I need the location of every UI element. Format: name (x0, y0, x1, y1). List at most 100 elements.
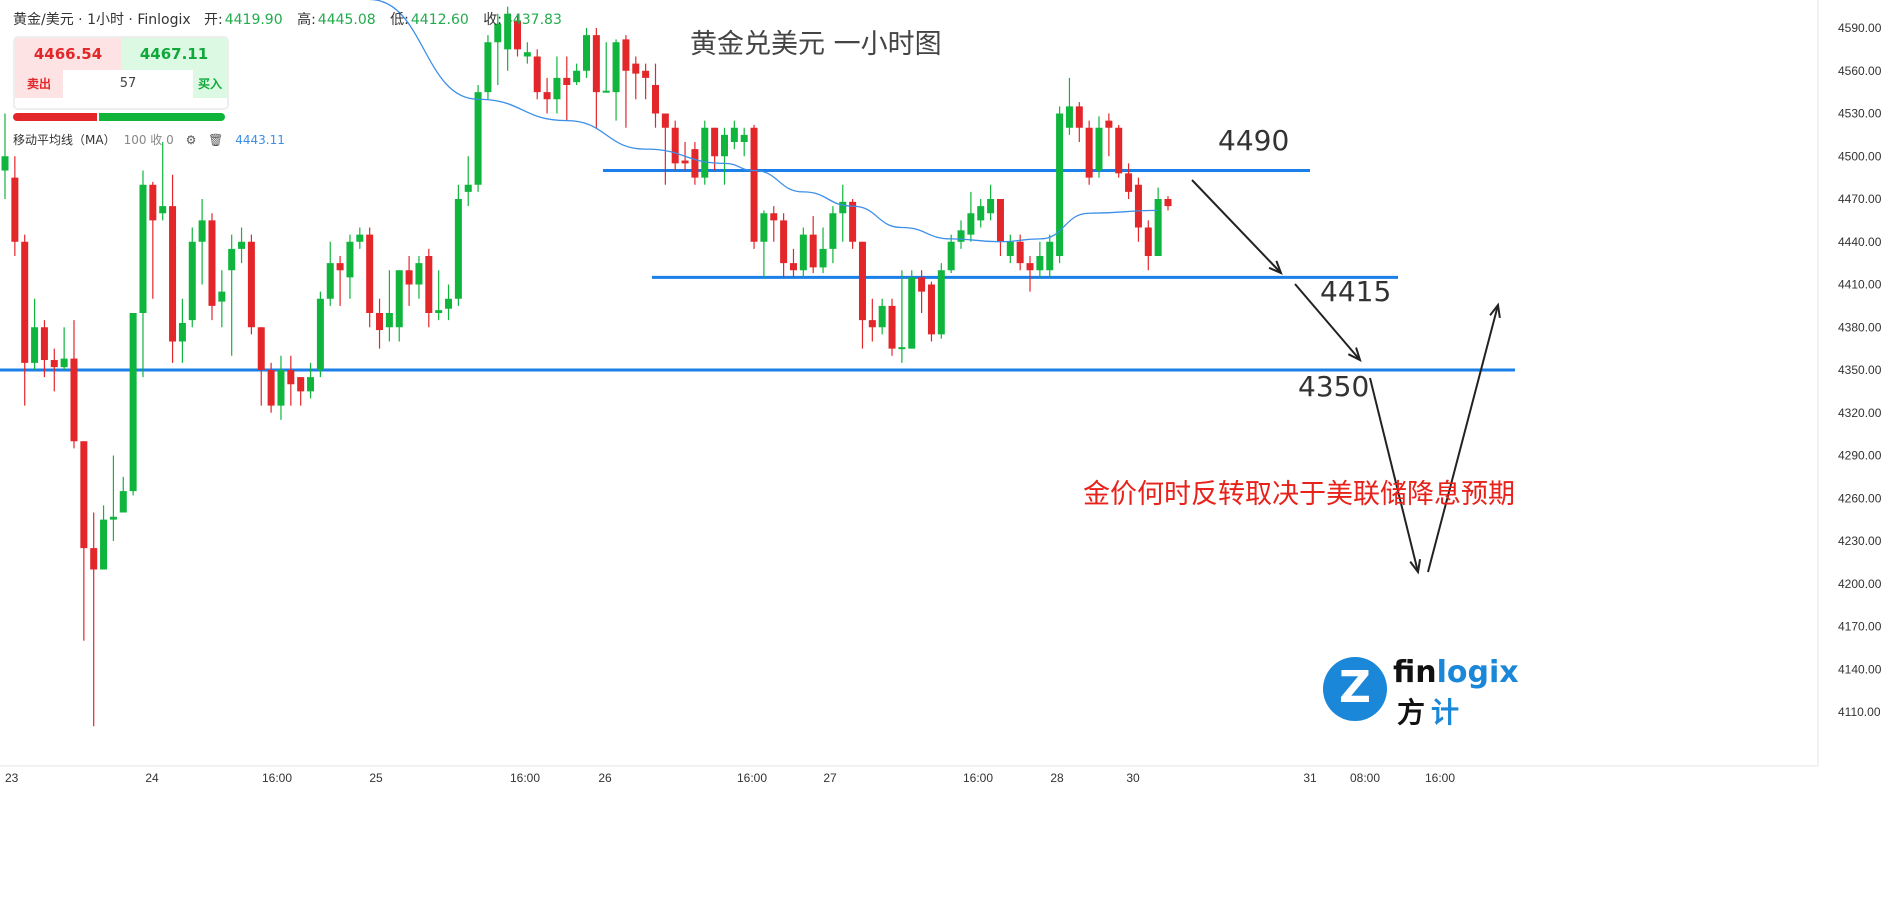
candle-up (484, 42, 492, 93)
x-tick-label: 23 (5, 771, 19, 785)
high-value: 4445.08 (317, 12, 376, 28)
candle-up (583, 35, 590, 71)
spread-value: 57 (119, 76, 137, 91)
candle-up (602, 90, 610, 93)
candle-down (691, 149, 699, 178)
chart-title: 黄金兑美元 一小时图 (690, 29, 942, 60)
candle-down (858, 241, 866, 321)
candle-up (435, 310, 443, 313)
candle-down (297, 377, 305, 392)
candle-up (60, 358, 68, 368)
y-tick-label: 4560.00 (1838, 64, 1882, 78)
low-value: 4412.60 (410, 12, 469, 28)
x-tick-label: 16:00 (737, 771, 767, 785)
candle-down (1085, 127, 1093, 178)
candle-down (247, 241, 255, 328)
y-tick-label: 4380.00 (1838, 320, 1882, 334)
trend-arrow (1191, 179, 1282, 274)
buy-price-button[interactable]: 4467.11 (121, 38, 227, 70)
gear-icon[interactable]: ⚙ (185, 133, 197, 147)
candle-up (356, 234, 364, 242)
candle-down (1115, 127, 1123, 174)
open-label: 开: (204, 12, 223, 28)
candle-down (671, 127, 679, 164)
candle-down (21, 241, 29, 363)
close-value: 4437.83 (503, 12, 562, 28)
candle-down (1144, 227, 1152, 256)
candle-down (208, 220, 216, 306)
candle-down (849, 201, 857, 242)
trend-arrow (1294, 283, 1361, 361)
candle-down (927, 284, 935, 335)
symbol-header: 黄金/美元 · 1小时 · Finlogix 开: 4419.90 高: 4445.… (13, 9, 572, 29)
candle-up (129, 313, 137, 492)
candle-down (366, 234, 374, 313)
candle-up (346, 241, 354, 278)
ma-line (369, 0, 1159, 243)
candle-down (632, 63, 640, 74)
x-tick-label: 25 (369, 771, 383, 785)
candle-up (740, 134, 748, 142)
trash-icon[interactable]: 🗑 (208, 133, 224, 147)
y-tick-label: 4350.00 (1838, 363, 1882, 377)
candle-down (888, 305, 896, 349)
level-label-4350: 4350 (1298, 370, 1370, 403)
candle-up (395, 270, 403, 328)
symbol-name[interactable]: 黄金/美元 · 1小时 · Finlogix (13, 12, 191, 28)
candle-up (553, 77, 561, 100)
y-tick-label: 4230.00 (1838, 534, 1882, 548)
candle-up (415, 263, 423, 285)
candle-down (169, 206, 177, 342)
arrow-head-icon (1347, 347, 1362, 362)
candle-up (307, 377, 315, 392)
x-tick-label: 08:00 (1350, 771, 1380, 785)
candle-down (711, 127, 719, 157)
y-tick-label: 4200.00 (1838, 577, 1882, 591)
candle-down (514, 20, 522, 50)
candle-down (1075, 106, 1083, 128)
x-tick-label: 28 (1050, 771, 1064, 785)
sell-button[interactable]: 卖出 (15, 70, 63, 98)
finlogix-logo: Z finlogix 方计 (1323, 655, 1519, 735)
candle-up (218, 291, 226, 302)
sell-price-button[interactable]: 4466.54 (15, 38, 121, 70)
candle-up (701, 127, 709, 178)
candle-up (573, 70, 581, 83)
candle-up (908, 277, 916, 349)
close-label: 收: (483, 12, 502, 28)
arrow-head-icon (1409, 559, 1422, 575)
candle-up (730, 127, 738, 142)
candle-up (612, 42, 620, 93)
trend-arrow (1427, 304, 1499, 573)
candle-down (1026, 263, 1034, 271)
candle-down (651, 85, 659, 114)
candle-down (405, 270, 413, 285)
candle-up (474, 92, 482, 185)
candle-up (1065, 106, 1073, 128)
candle-up (799, 234, 807, 271)
candle-up (987, 199, 995, 214)
candle-down (90, 548, 98, 570)
arrow-head-icon (1489, 302, 1501, 319)
candle-down (257, 327, 265, 370)
candle-up (228, 248, 236, 271)
x-tick-label: 16:00 (510, 771, 540, 785)
trend-arrow (1369, 377, 1419, 573)
buy-button[interactable]: 买入 (193, 70, 227, 98)
candle-up (1046, 241, 1054, 271)
candle-up (139, 184, 147, 313)
annotation-text: 金价何时反转取决于美联储降息预期 (1083, 479, 1515, 510)
open-value: 4419.90 (224, 12, 283, 28)
x-tick-label: 26 (598, 771, 612, 785)
candle-up (1095, 127, 1103, 171)
candle-down (780, 220, 788, 264)
candle-down (543, 92, 551, 100)
candle-up (445, 298, 453, 309)
candle-up (504, 13, 512, 50)
candle-down (592, 35, 600, 93)
candle-up (1036, 256, 1044, 271)
candle-down (149, 184, 157, 221)
candle-up (316, 298, 324, 370)
low-label: 低: (390, 12, 409, 28)
